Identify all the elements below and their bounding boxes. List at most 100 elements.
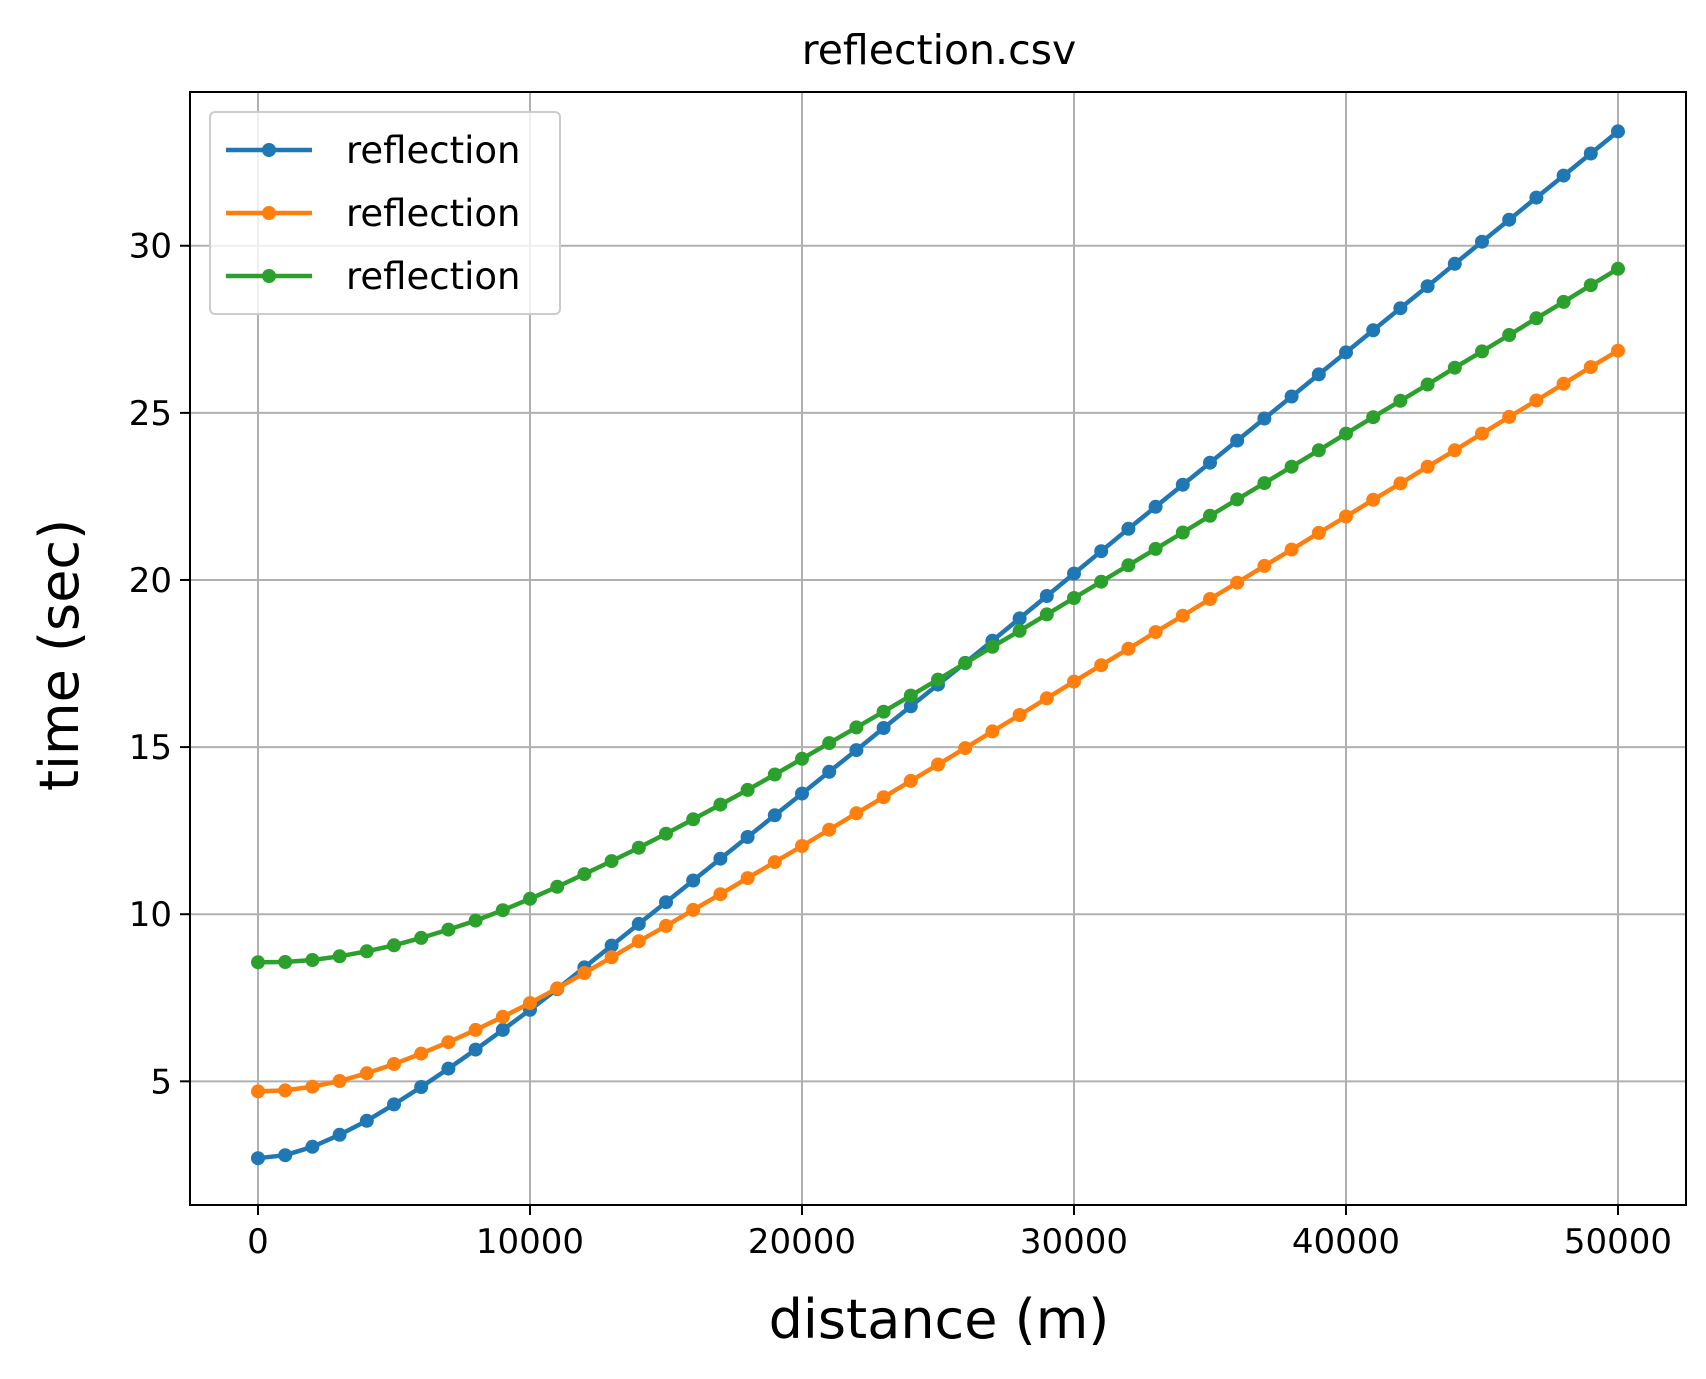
data-point [468, 913, 483, 928]
data-point [713, 887, 728, 902]
data-point [958, 741, 973, 756]
data-point [822, 822, 837, 837]
data-point [1311, 443, 1326, 458]
data-point [1203, 592, 1217, 606]
legend-label: reflection [346, 129, 520, 172]
legend-marker [262, 143, 276, 157]
data-point [359, 944, 374, 959]
chart-title: reflection.csv [802, 26, 1077, 74]
data-point [767, 855, 782, 870]
data-point [1611, 343, 1625, 358]
data-point [659, 826, 673, 841]
legend-label: reflection [346, 192, 520, 235]
data-point [1121, 558, 1136, 573]
data-point [849, 720, 864, 735]
data-point [251, 955, 265, 970]
data-point [1175, 525, 1190, 540]
data-series [251, 124, 1625, 1166]
data-point [1175, 608, 1190, 623]
data-point [495, 1022, 510, 1037]
data-point [1393, 301, 1408, 316]
data-point [1447, 256, 1462, 271]
x-tick-label: 40000 [1292, 1222, 1400, 1262]
data-point [740, 782, 755, 797]
data-point [1339, 509, 1353, 524]
data-point [1447, 360, 1462, 375]
data-point [1366, 492, 1381, 507]
data-point [1583, 278, 1598, 293]
data-point [1583, 146, 1598, 161]
legend-label: reflection [346, 255, 520, 298]
data-point [387, 1097, 401, 1112]
data-point [1529, 190, 1544, 205]
data-point [1447, 443, 1462, 458]
data-point [903, 773, 918, 788]
legend-box [209, 111, 561, 315]
y-axis-label: time (sec) [28, 519, 91, 791]
data-point [1039, 691, 1054, 706]
data-point [332, 949, 347, 964]
data-point [387, 1057, 401, 1071]
legend: reflection reflection reflection [209, 111, 561, 315]
data-point [686, 873, 701, 888]
y-tick-label: 10 [129, 895, 172, 935]
data-point [1339, 345, 1353, 360]
data-point [876, 790, 891, 805]
data-point [631, 916, 646, 931]
x-tick-label: 0 [247, 1222, 269, 1262]
data-point [903, 688, 918, 703]
data-point [468, 1042, 483, 1057]
data-point [1502, 212, 1517, 227]
data-point [1012, 611, 1027, 626]
data-point [1094, 544, 1109, 559]
data-point [1039, 589, 1054, 603]
data-point [1556, 168, 1571, 183]
data-point [1067, 591, 1081, 605]
data-point [1502, 328, 1517, 342]
data-point [523, 996, 537, 1011]
data-point [305, 1079, 320, 1094]
data-point [1366, 410, 1381, 425]
data-point [1067, 566, 1081, 581]
data-point [550, 981, 565, 996]
data-point [849, 806, 864, 821]
data-point [1094, 658, 1109, 673]
y-tick-label: 30 [129, 227, 172, 267]
data-point [1556, 376, 1571, 391]
data-point [740, 830, 755, 844]
data-point [359, 1066, 374, 1081]
data-point [1175, 477, 1190, 492]
data-point [1230, 492, 1245, 507]
data-point [1284, 389, 1299, 404]
x-tick-label: 30000 [1020, 1222, 1128, 1262]
data-point [1284, 459, 1299, 474]
data-point [1257, 411, 1272, 426]
axis-ticks: 0 10000 20000 30000 40000 50000 5 10 15 20 25 30 [129, 227, 1672, 1262]
data-point [1148, 625, 1163, 640]
x-axis-label: distance (m) [769, 1288, 1110, 1351]
data-point [278, 1148, 293, 1163]
data-point [468, 1022, 483, 1037]
x-tick-label: 10000 [476, 1222, 584, 1262]
series-line [257, 266, 1620, 965]
data-point [1121, 641, 1136, 656]
legend-entry: reflection [226, 255, 520, 298]
data-point [1475, 344, 1489, 359]
data-point [305, 1139, 320, 1154]
data-point [876, 704, 891, 719]
data-point [1230, 575, 1245, 590]
y-tick-label: 25 [129, 394, 172, 434]
y-tick-label: 5 [150, 1062, 172, 1102]
data-point [1393, 476, 1408, 491]
data-point [1611, 124, 1625, 139]
data-point [795, 839, 809, 853]
x-tick-label: 50000 [1564, 1222, 1672, 1262]
data-point [359, 1113, 374, 1128]
data-point [414, 930, 429, 945]
data-point [251, 1151, 265, 1166]
data-point [931, 672, 945, 687]
data-point [604, 938, 619, 953]
series-2 [251, 343, 1625, 1099]
data-point [387, 938, 401, 953]
